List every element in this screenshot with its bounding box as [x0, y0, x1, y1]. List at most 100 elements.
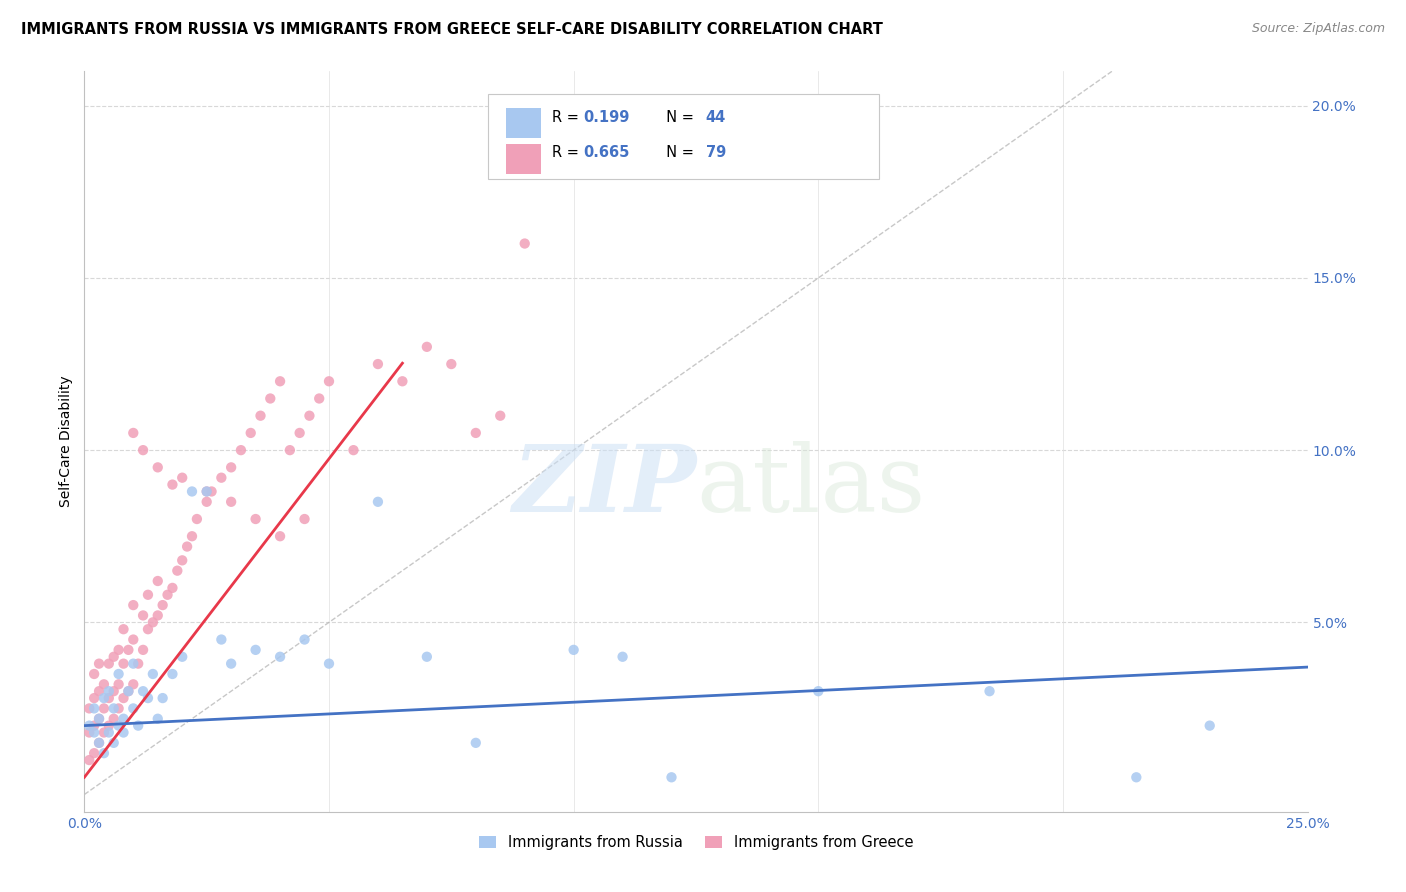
Point: [122, 701, 145, 715]
Point: [122, 677, 145, 691]
Point: [87, 712, 110, 726]
Point: [103, 684, 125, 698]
Point: [127, 718, 149, 732]
Point: [172, 649, 194, 664]
Point: [186, 512, 208, 526]
Point: [97, 691, 120, 706]
Point: [97, 725, 120, 739]
Point: [132, 608, 155, 623]
Point: [146, 608, 169, 623]
Point: [142, 667, 165, 681]
Point: [146, 574, 169, 588]
Point: [136, 588, 159, 602]
FancyBboxPatch shape: [506, 144, 541, 174]
Point: [93, 746, 115, 760]
Point: [122, 632, 145, 647]
Point: [513, 236, 536, 251]
Point: [269, 374, 291, 388]
Point: [269, 649, 291, 664]
Point: [146, 712, 169, 726]
Point: [107, 677, 129, 691]
Point: [269, 529, 291, 543]
Point: [259, 392, 281, 406]
Point: [132, 684, 155, 698]
Point: [117, 684, 139, 698]
Point: [166, 564, 188, 578]
Point: [87, 657, 110, 671]
Text: N =: N =: [657, 145, 699, 161]
Point: [318, 374, 340, 388]
Point: [122, 657, 145, 671]
Point: [77, 718, 100, 732]
Point: [107, 643, 129, 657]
Point: [195, 484, 218, 499]
Point: [83, 691, 105, 706]
Text: 44: 44: [706, 110, 725, 125]
Point: [229, 443, 252, 458]
Point: [416, 649, 439, 664]
Point: [200, 484, 222, 499]
Point: [142, 615, 165, 630]
Point: [107, 667, 129, 681]
FancyBboxPatch shape: [488, 94, 880, 178]
Point: [93, 725, 115, 739]
Point: [152, 691, 174, 706]
Point: [367, 357, 389, 371]
Point: [278, 443, 301, 458]
Point: [103, 649, 125, 664]
Point: [1198, 718, 1220, 732]
Point: [93, 701, 115, 715]
Point: [112, 622, 135, 636]
Point: [97, 657, 120, 671]
Point: [87, 684, 110, 698]
Point: [464, 736, 486, 750]
Point: [162, 581, 184, 595]
Text: R =: R =: [551, 110, 583, 125]
Point: [87, 736, 110, 750]
Point: [294, 632, 316, 647]
Text: 0.665: 0.665: [583, 145, 630, 161]
Point: [122, 425, 145, 440]
Point: [342, 443, 364, 458]
Point: [464, 425, 486, 440]
Point: [172, 471, 194, 485]
Point: [219, 460, 242, 475]
Point: [83, 725, 105, 739]
Text: ZIP: ZIP: [512, 441, 696, 531]
Point: [308, 392, 330, 406]
Point: [112, 691, 135, 706]
Point: [93, 677, 115, 691]
Text: atlas: atlas: [696, 441, 925, 531]
Point: [103, 712, 125, 726]
Point: [132, 443, 155, 458]
Point: [440, 357, 463, 371]
Text: N =: N =: [657, 110, 699, 125]
Point: [122, 598, 145, 612]
Point: [219, 495, 242, 509]
Point: [83, 667, 105, 681]
Point: [103, 701, 125, 715]
Point: [219, 657, 242, 671]
Point: [979, 684, 1001, 698]
Text: Source: ZipAtlas.com: Source: ZipAtlas.com: [1251, 22, 1385, 36]
Point: [87, 736, 110, 750]
Point: [209, 471, 232, 485]
Point: [83, 718, 105, 732]
Point: [176, 540, 198, 554]
Point: [807, 684, 830, 698]
Point: [562, 643, 585, 657]
Legend: Immigrants from Russia, Immigrants from Greece: Immigrants from Russia, Immigrants from …: [472, 830, 920, 856]
Point: [172, 553, 194, 567]
Point: [152, 598, 174, 612]
Text: 79: 79: [706, 145, 725, 161]
Point: [249, 409, 271, 423]
Point: [239, 425, 262, 440]
Point: [245, 512, 267, 526]
Point: [117, 643, 139, 657]
Point: [77, 753, 100, 767]
Point: [136, 622, 159, 636]
Point: [103, 736, 125, 750]
Point: [181, 484, 204, 499]
Point: [97, 684, 120, 698]
Point: [112, 725, 135, 739]
